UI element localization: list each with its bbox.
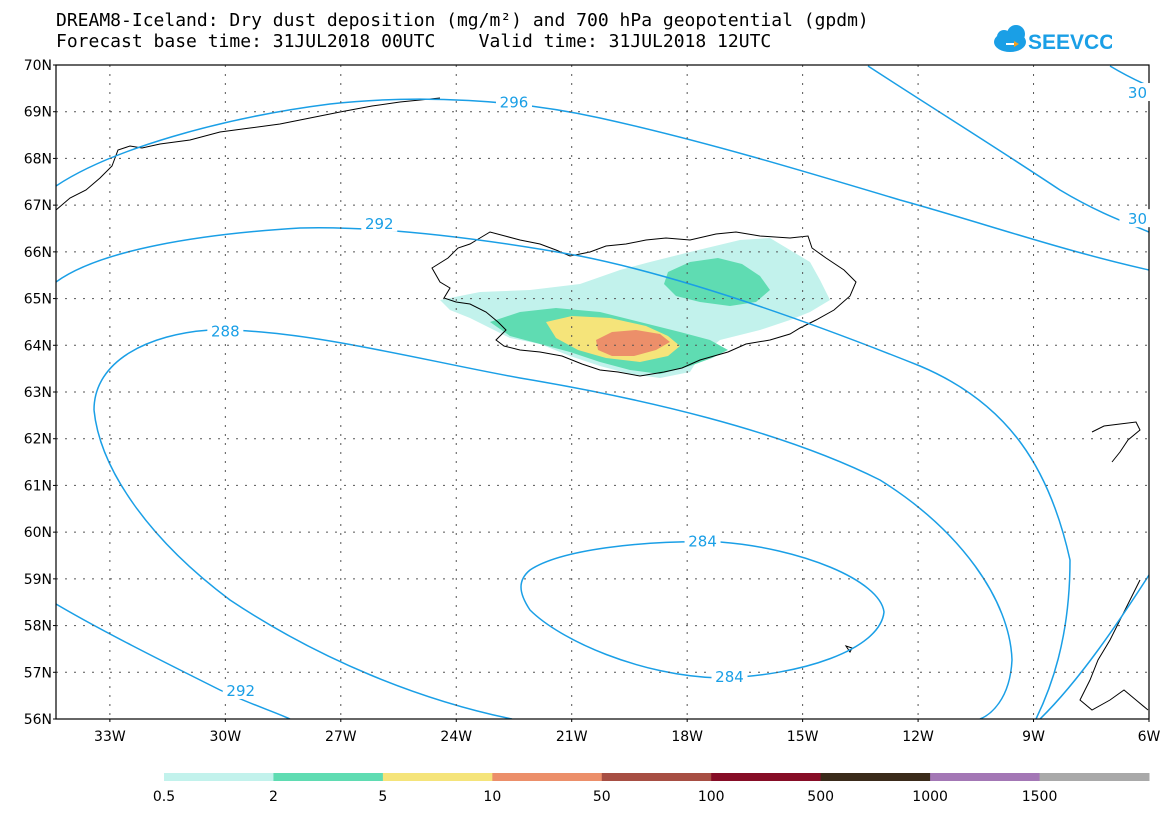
colorbar-swatch [164, 773, 274, 781]
lat-label: 67N [24, 198, 52, 214]
greenland-coast [56, 97, 441, 211]
contour-label-bg [207, 321, 244, 340]
longitude-labels: 33W 30W 27W 24W 21W 18W 15W 12W 9W 6W [94, 719, 1161, 745]
contour-label: 284 [688, 532, 717, 550]
lon-label: 21W [556, 729, 588, 745]
lat-label: 57N [24, 665, 52, 681]
lat-label: 61N [24, 478, 52, 494]
iceland-coast [431, 231, 857, 377]
lat-label: 59N [24, 572, 52, 588]
lat-label: 56N [24, 712, 52, 728]
contour-288-west [93, 409, 513, 719]
contour-label: 292 [226, 682, 255, 700]
colorbar-tick-label: 2 [269, 789, 278, 805]
lat-label: 68N [24, 151, 52, 167]
dust-level-10 [596, 330, 670, 356]
contour-288 [93, 329, 1013, 719]
map-subtitle: Forecast base time: 31JUL2018 00UTC Vali… [56, 31, 772, 52]
lon-label: 30W [210, 729, 242, 745]
latitude-labels: 70N 69N 68N 67N 66N 65N 64N 63N 62N 61N 60N 59N 58N 5… [24, 58, 56, 728]
colorbar-tick-label: 50 [593, 789, 611, 805]
lat-label: 69N [24, 105, 52, 121]
lat-label: 62N [24, 432, 52, 448]
lat-label: 65N [24, 292, 52, 308]
contour-288-east [1039, 574, 1149, 719]
contour-label: 30 [1128, 84, 1147, 102]
graticule [56, 65, 1149, 719]
cloud-icon [994, 25, 1026, 52]
lat-label: 60N [24, 525, 52, 541]
lon-label: 33W [94, 729, 126, 745]
lat-label: 66N [24, 245, 52, 261]
contour-label-bg [495, 92, 532, 111]
colorbar-tick-label: 1000 [912, 789, 948, 805]
colorbar-tick-label: 5 [378, 789, 387, 805]
scotland-coast [1079, 579, 1149, 711]
contour-label-bg [1119, 83, 1156, 102]
lon-label: 12W [902, 729, 934, 745]
contour-label: 296 [500, 93, 529, 111]
map-title: DREAM8-Iceland: Dry dust deposition (mg/… [56, 10, 869, 31]
lon-label: 15W [787, 729, 819, 745]
lon-label: 6W [1138, 729, 1161, 745]
lat-label: 58N [24, 619, 52, 635]
colorbar-swatch [601, 773, 712, 781]
logo-text: SEEVCCC [1028, 31, 1112, 54]
colorbar-tick-label: 100 [698, 789, 725, 805]
contour-292-south [56, 603, 291, 719]
colorbar-swatch [273, 773, 384, 781]
contour-296 [56, 98, 1149, 271]
contour-300 [867, 65, 1149, 233]
contour-labels: 296 292 288 292 284 284 30 30 [207, 83, 1156, 700]
colorbar-tick-label: 0.5 [153, 789, 175, 805]
lon-label: 27W [325, 729, 357, 745]
colorbar-legend: 0.5 2 5 10 50 100 500 1000 1500 [153, 773, 1150, 805]
contour-label-bg [1119, 209, 1156, 228]
colorbar-swatch [492, 773, 603, 781]
colorbar-swatch [1039, 773, 1150, 781]
faroe-shetland-coast [1091, 421, 1141, 463]
colorbar-swatch [930, 773, 1041, 781]
lat-label: 63N [24, 385, 52, 401]
colorbar-swatch [382, 773, 493, 781]
contour-label: 292 [365, 215, 394, 233]
geopotential-contours [56, 65, 1149, 719]
dust-level-2-east [664, 258, 770, 306]
seevccc-logo: SEEVCCC [994, 25, 1112, 54]
lat-label: 70N [24, 58, 52, 74]
contour-label-bg [361, 213, 398, 232]
contour-304 [1109, 65, 1149, 87]
lon-label: 18W [671, 729, 703, 745]
lon-label: 24W [440, 729, 472, 745]
colorbar-swatch [820, 773, 931, 781]
contour-292-north [56, 227, 1071, 719]
coastlines [56, 97, 1149, 711]
contour-label: 284 [715, 668, 744, 686]
contour-label-bg [222, 680, 259, 699]
contour-label-bg [711, 666, 748, 685]
colorbar-tick-label: 10 [483, 789, 501, 805]
contour-label: 288 [211, 322, 240, 340]
contour-label-bg [684, 531, 721, 550]
lat-label: 64N [24, 338, 52, 354]
colorbar-swatch [711, 773, 822, 781]
colorbar-tick-label: 1500 [1022, 789, 1058, 805]
colorbar-tick-label: 500 [807, 789, 834, 805]
dust-deposition-field [440, 238, 830, 378]
contour-284 [520, 541, 885, 679]
contour-label: 30 [1128, 210, 1147, 228]
lon-label: 9W [1022, 729, 1045, 745]
